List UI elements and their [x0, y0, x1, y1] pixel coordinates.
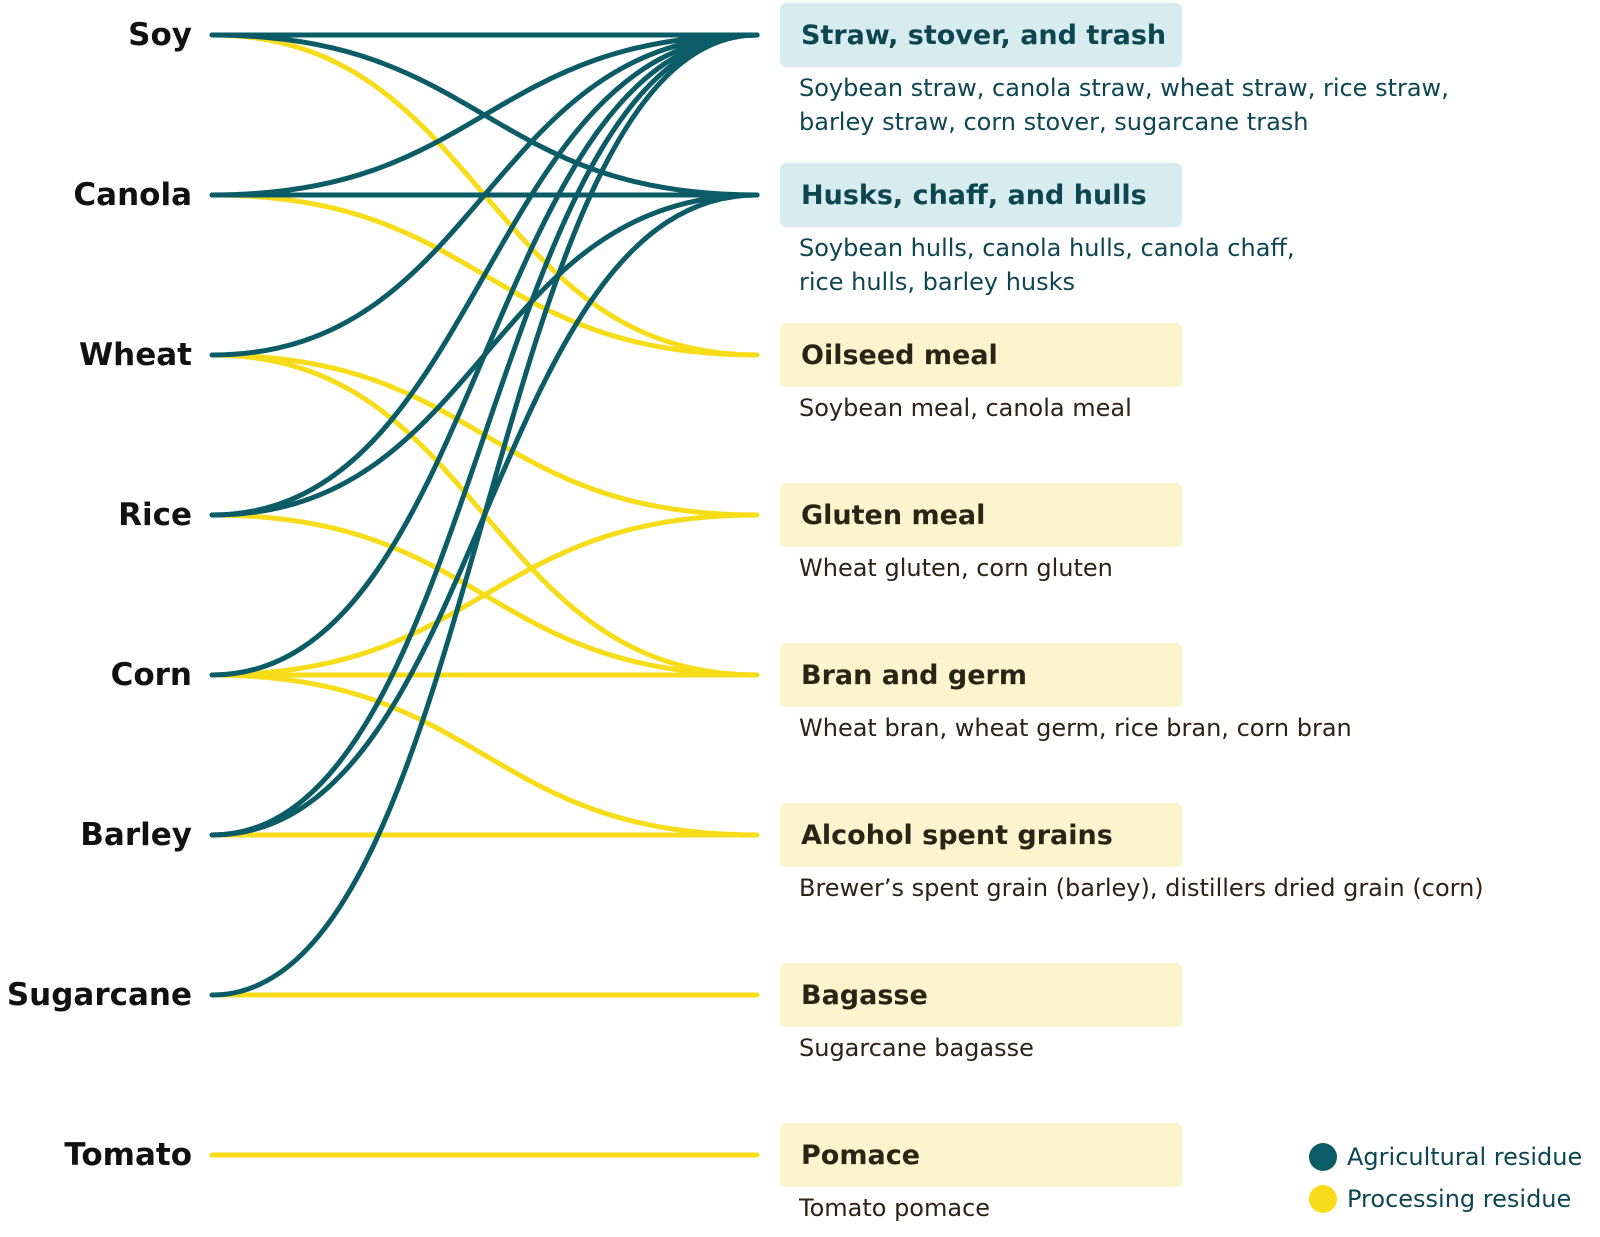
- target-label: Alcohol spent grains: [801, 819, 1113, 851]
- target-description-line: rice hulls, barley husks: [799, 268, 1076, 296]
- target-box-husks-chaff-and-hulls: Husks, chaff, and hulls: [780, 163, 1182, 227]
- legend-swatch-agricultural: [1309, 1143, 1337, 1171]
- source-label-corn: Corn: [110, 657, 192, 693]
- source-label-tomato: Tomato: [64, 1137, 192, 1173]
- target-box-straw-stover-and-trash: Straw, stover, and trash: [780, 3, 1182, 67]
- link-barley-to-straw-stover-and-trash: [209, 32, 760, 838]
- link-sugarcane-to-straw-stover-and-trash: [209, 32, 760, 998]
- target-description-line: Sugarcane bagasse: [799, 1034, 1034, 1062]
- target-description-line: Soybean hulls, canola hulls, canola chaf…: [799, 234, 1295, 262]
- target-box-bagasse: Bagasse: [780, 963, 1182, 1027]
- target-label: Oilseed meal: [801, 339, 998, 371]
- source-label-rice: Rice: [118, 497, 192, 533]
- link-corn-to-alcohol-spent-grains: [209, 672, 760, 838]
- legend-label: Processing residue: [1347, 1185, 1572, 1213]
- target-box-alcohol-spent-grains: Alcohol spent grains: [780, 803, 1182, 867]
- target-box-pomace: Pomace: [780, 1123, 1182, 1187]
- target-box-gluten-meal: Gluten meal: [780, 483, 1182, 547]
- link-corn-to-gluten-meal: [209, 512, 760, 678]
- source-label-sugarcane: Sugarcane: [6, 977, 192, 1013]
- link-wheat-to-straw-stover-and-trash: [209, 32, 760, 358]
- legend-item-processing: Processing residue: [1309, 1183, 1571, 1215]
- source-label-wheat: Wheat: [78, 337, 192, 373]
- target-description-line: Wheat gluten, corn gluten: [799, 554, 1113, 582]
- link-canola-to-straw-stover-and-trash: [209, 32, 760, 198]
- target-description-line: Tomato pomace: [799, 1194, 991, 1222]
- target-description-line: Wheat bran, wheat germ, rice bran, corn …: [799, 714, 1352, 742]
- target-box-oilseed-meal: Oilseed meal: [780, 323, 1182, 387]
- source-label-soy: Soy: [128, 17, 192, 53]
- target-label: Bran and germ: [801, 659, 1027, 691]
- link-rice-to-straw-stover-and-trash: [209, 32, 760, 518]
- source-label-barley: Barley: [80, 817, 192, 853]
- legend-swatch-processing: [1309, 1185, 1337, 1213]
- agricultural-links: [209, 32, 760, 998]
- target-label: Bagasse: [801, 979, 928, 1011]
- target-description-line: Soybean meal, canola meal: [799, 394, 1132, 422]
- target-description-line: Soybean straw, canola straw, wheat straw…: [799, 74, 1449, 102]
- processing-links: [209, 32, 760, 1158]
- source-label-canola: Canola: [73, 177, 192, 213]
- legend-label: Agricultural residue: [1347, 1143, 1583, 1171]
- target-description-line: barley straw, corn stover, sugarcane tra…: [799, 108, 1309, 136]
- link-corn-to-straw-stover-and-trash: [209, 32, 760, 678]
- target-label: Husks, chaff, and hulls: [801, 179, 1147, 211]
- legend-item-agricultural: Agricultural residue: [1309, 1141, 1582, 1173]
- target-label: Gluten meal: [801, 499, 986, 531]
- target-description-line: Brewer’s spent grain (barley), distiller…: [799, 874, 1484, 902]
- target-box-bran-and-germ: Bran and germ: [780, 643, 1182, 707]
- target-label: Pomace: [801, 1139, 921, 1171]
- target-label: Straw, stover, and trash: [801, 19, 1167, 51]
